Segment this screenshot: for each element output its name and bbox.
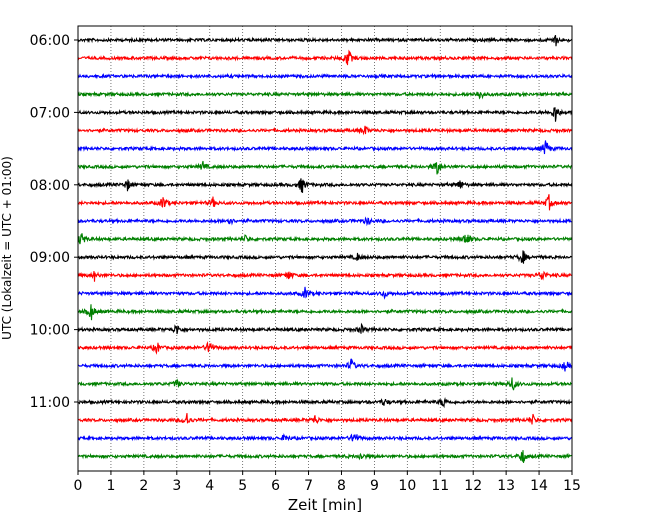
trace-09:00: [77, 250, 573, 264]
x-tick-label-9: 9: [370, 478, 379, 494]
x-tick-label-8: 8: [337, 478, 346, 494]
x-tick-label-10: 10: [398, 478, 416, 494]
trace-11:30: [77, 433, 573, 442]
x-axis-label: Zeit [min]: [288, 496, 362, 514]
trace-07:15: [77, 125, 573, 136]
trace-09:30: [77, 286, 573, 300]
trace-09:45: [77, 304, 573, 321]
trace-07:00: [77, 107, 573, 122]
trace-06:15: [77, 49, 573, 66]
y-tick-label-09:00: 09:00: [30, 250, 70, 266]
plot-frame: [77, 25, 573, 472]
trace-06:45: [77, 90, 573, 100]
x-tick-label-3: 3: [172, 478, 181, 494]
trace-07:45: [77, 160, 573, 175]
x-tick-label-7: 7: [304, 478, 313, 494]
trace-11:45: [77, 450, 573, 463]
x-tick-label-13: 13: [497, 478, 515, 494]
trace-10:45: [77, 377, 573, 391]
y-tick-label-08:00: 08:00: [30, 178, 70, 194]
trace-10:30: [77, 358, 573, 372]
x-tick-label-15: 15: [563, 478, 581, 494]
x-tick-label-0: 0: [74, 478, 83, 494]
grid-lines: [110, 26, 540, 471]
y-tick-label-07:00: 07:00: [30, 105, 70, 121]
x-tick-label-6: 6: [271, 478, 280, 494]
y-axis-ticks: 06:00 07:00 08:00 09:00 10:00 11:00: [30, 33, 78, 411]
x-tick-label-14: 14: [530, 478, 548, 494]
y-tick-label-06:00: 06:00: [30, 33, 70, 49]
trace-09:15: [77, 270, 573, 282]
y-tick-label-11:00: 11:00: [30, 395, 70, 411]
x-tick-label-1: 1: [106, 478, 115, 494]
trace-08:15: [77, 194, 573, 211]
trace-06:30: [77, 72, 573, 80]
trace-10:00: [77, 322, 573, 335]
trace-08:45: [77, 233, 573, 245]
trace-lines: [77, 34, 573, 463]
x-tick-label-5: 5: [238, 478, 247, 494]
trace-07:30: [77, 140, 573, 155]
x-tick-label-11: 11: [431, 478, 449, 494]
trace-08:00: [77, 178, 573, 193]
trace-11:15: [77, 413, 573, 425]
trace-08:30: [77, 216, 573, 227]
x-axis-ticks: 0 1 2 3 4 5 6 7 8 9 10 11 12 13 14 15: [74, 471, 581, 494]
trace-11:00: [77, 397, 573, 409]
trace-10:15: [77, 340, 573, 355]
x-tick-label-12: 12: [464, 478, 482, 494]
y-axis-label: UTC (Lokalzeit = UTC + 01:00): [0, 156, 14, 340]
trace-06:00: [77, 34, 573, 47]
y-tick-label-10:00: 10:00: [30, 323, 70, 339]
x-tick-label-2: 2: [139, 478, 148, 494]
x-tick-label-4: 4: [205, 478, 214, 494]
